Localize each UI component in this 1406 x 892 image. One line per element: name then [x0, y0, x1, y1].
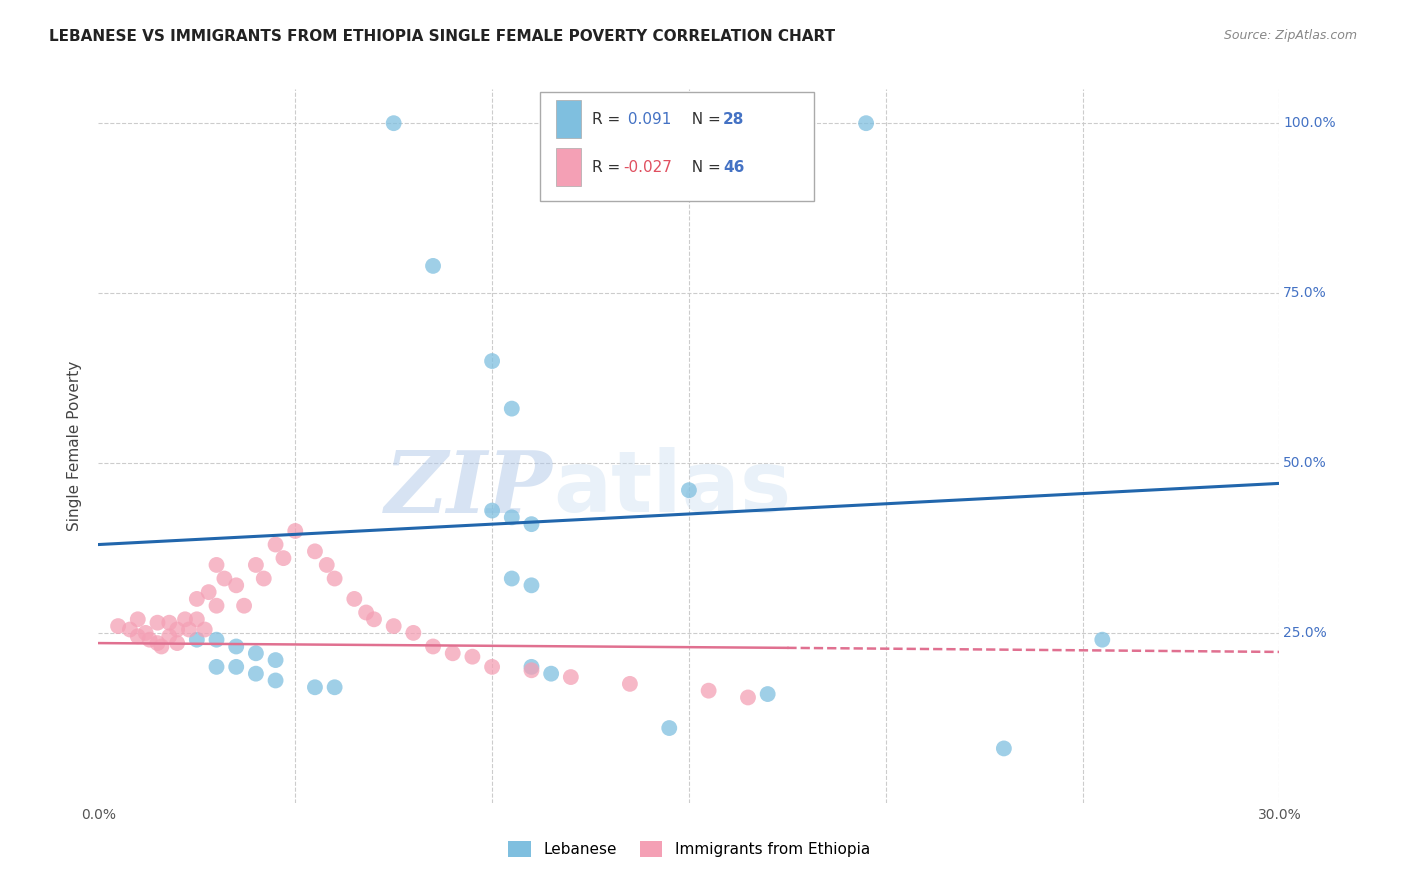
Point: [402, 626, 425, 640]
Point: [150, 640, 173, 654]
Point: [520, 663, 543, 677]
Point: [135, 626, 157, 640]
Text: ZIP: ZIP: [385, 447, 553, 531]
Point: [186, 591, 208, 606]
Point: [127, 629, 149, 643]
Text: 75.0%: 75.0%: [1284, 286, 1327, 300]
Point: [186, 632, 208, 647]
Point: [264, 537, 287, 551]
Point: [146, 636, 169, 650]
Point: [225, 578, 247, 592]
Point: [284, 524, 307, 538]
Point: [323, 680, 346, 694]
Point: [481, 503, 503, 517]
Text: 0.091: 0.091: [623, 112, 672, 127]
Point: [501, 572, 523, 586]
Point: [343, 591, 366, 606]
Point: [520, 517, 543, 532]
Point: [174, 612, 197, 626]
Point: [118, 623, 141, 637]
Point: [177, 623, 200, 637]
Point: [481, 354, 503, 368]
Point: [197, 585, 219, 599]
Point: [205, 599, 228, 613]
Text: R =: R =: [592, 160, 626, 175]
Text: 46: 46: [723, 160, 744, 175]
Point: [264, 673, 287, 688]
Point: [205, 558, 228, 572]
Point: [678, 483, 700, 498]
Text: -0.027: -0.027: [623, 160, 672, 175]
Point: [481, 660, 503, 674]
Point: [422, 640, 444, 654]
Point: [245, 646, 267, 660]
Point: [166, 623, 188, 637]
Point: [756, 687, 779, 701]
Point: [205, 660, 228, 674]
Text: 50.0%: 50.0%: [1284, 456, 1327, 470]
Point: [422, 259, 444, 273]
Point: [138, 632, 160, 647]
Y-axis label: Single Female Poverty: Single Female Poverty: [67, 361, 83, 531]
Point: [225, 640, 247, 654]
Text: N =: N =: [682, 112, 725, 127]
Text: N =: N =: [682, 160, 725, 175]
Point: [520, 578, 543, 592]
Point: [855, 116, 877, 130]
Point: [304, 680, 326, 694]
Point: [233, 599, 256, 613]
Point: [323, 572, 346, 586]
Point: [264, 653, 287, 667]
Point: [461, 649, 484, 664]
Point: [157, 629, 180, 643]
Point: [354, 606, 377, 620]
Legend: Lebanese, Immigrants from Ethiopia: Lebanese, Immigrants from Ethiopia: [502, 835, 876, 863]
Point: [501, 510, 523, 524]
Text: atlas: atlas: [553, 447, 792, 531]
Point: [205, 632, 228, 647]
Point: [520, 660, 543, 674]
Point: [225, 660, 247, 674]
Point: [560, 670, 582, 684]
Point: [697, 683, 720, 698]
Point: [1091, 632, 1114, 647]
Text: 100.0%: 100.0%: [1284, 116, 1336, 130]
Point: [166, 636, 188, 650]
Point: [186, 612, 208, 626]
Point: [214, 572, 236, 586]
Point: [993, 741, 1015, 756]
Point: [382, 619, 405, 633]
Point: [273, 551, 295, 566]
Point: [127, 612, 149, 626]
Point: [619, 677, 641, 691]
Point: [315, 558, 337, 572]
Point: [107, 619, 129, 633]
Point: [382, 116, 405, 130]
Text: LEBANESE VS IMMIGRANTS FROM ETHIOPIA SINGLE FEMALE POVERTY CORRELATION CHART: LEBANESE VS IMMIGRANTS FROM ETHIOPIA SIN…: [49, 29, 835, 44]
Point: [363, 612, 385, 626]
Point: [146, 615, 169, 630]
Text: Source: ZipAtlas.com: Source: ZipAtlas.com: [1223, 29, 1357, 42]
Point: [441, 646, 464, 660]
Point: [245, 558, 267, 572]
Point: [253, 572, 276, 586]
Point: [501, 401, 523, 416]
Point: [157, 615, 180, 630]
Point: [658, 721, 681, 735]
Point: [540, 666, 562, 681]
Point: [304, 544, 326, 558]
Text: 28: 28: [723, 112, 744, 127]
Point: [737, 690, 759, 705]
Text: 25.0%: 25.0%: [1284, 626, 1327, 640]
Point: [245, 666, 267, 681]
Text: R =: R =: [592, 112, 626, 127]
Point: [194, 623, 217, 637]
